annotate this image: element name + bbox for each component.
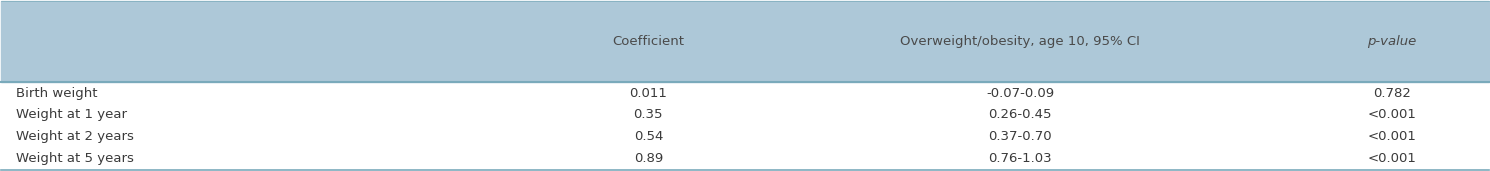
Text: 0.37-0.70: 0.37-0.70 <box>988 130 1052 143</box>
Text: 0.26-0.45: 0.26-0.45 <box>988 108 1052 121</box>
Text: p-value: p-value <box>1368 35 1417 48</box>
Text: 0.54: 0.54 <box>633 130 663 143</box>
Text: 0.011: 0.011 <box>629 87 668 100</box>
Text: <0.001: <0.001 <box>1368 108 1417 121</box>
Text: Birth weight: Birth weight <box>16 87 98 100</box>
Text: Weight at 2 years: Weight at 2 years <box>16 130 134 143</box>
Bar <box>1 1 1489 82</box>
Text: 0.76-1.03: 0.76-1.03 <box>988 152 1052 165</box>
Text: <0.001: <0.001 <box>1368 152 1417 165</box>
Text: Coefficient: Coefficient <box>612 35 684 48</box>
Text: Weight at 5 years: Weight at 5 years <box>16 152 134 165</box>
Bar <box>1 82 1489 104</box>
Text: 0.89: 0.89 <box>633 152 663 165</box>
Text: <0.001: <0.001 <box>1368 130 1417 143</box>
Bar <box>1 104 1489 126</box>
Bar <box>1 126 1489 148</box>
Text: Weight at 1 year: Weight at 1 year <box>16 108 127 121</box>
Text: -0.07-0.09: -0.07-0.09 <box>986 87 1055 100</box>
Text: 0.35: 0.35 <box>633 108 663 121</box>
Bar <box>1 148 1489 170</box>
Text: 0.782: 0.782 <box>1372 87 1411 100</box>
Text: Overweight/obesity, age 10, 95% CI: Overweight/obesity, age 10, 95% CI <box>900 35 1140 48</box>
